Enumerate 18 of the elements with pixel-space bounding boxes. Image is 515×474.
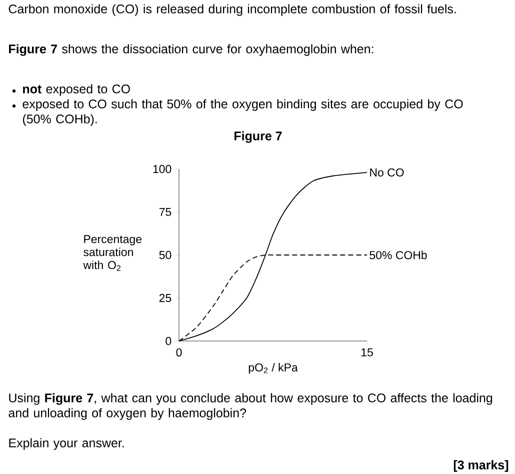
y-tick-label: 0 — [166, 336, 172, 346]
text: Using Figure 7, what can you conclude about how exposure to CO affects the loading and unloading of oxygen by haemoglobin? — [8, 393, 492, 420]
x-tick-label: 15 — [361, 348, 373, 356]
text: exposed to CO such that 50% of the oxygen binding sites are occupied by CO (50% COHb). — [22, 99, 463, 126]
text: Explain your answer. — [9, 438, 124, 450]
text: [3 marks] — [454, 460, 508, 472]
text: not exposed to CO — [23, 84, 130, 96]
x-axis-title: pO$_{2}$ / kPa — [248, 363, 298, 374]
text: Carbon monoxide (CO) is released during incomplete combustion of fossil fuels. — [8, 4, 456, 16]
y-tick-label: 75 — [159, 208, 172, 216]
y-tick-label: 100 — [153, 164, 172, 174]
text: Figure 7 shows the dissociation curve for oxyhaemoglobin when: — [9, 44, 374, 56]
y-tick-label: 50 — [159, 250, 172, 260]
y-axis-title: Percentage saturation with O$_{2}$ — [83, 235, 142, 271]
y-tick-label: 25 — [159, 294, 172, 302]
series-label: No CO — [370, 168, 404, 177]
series-label: 50% COHb — [370, 250, 427, 260]
chart-title: Figure 7 — [234, 131, 282, 143]
